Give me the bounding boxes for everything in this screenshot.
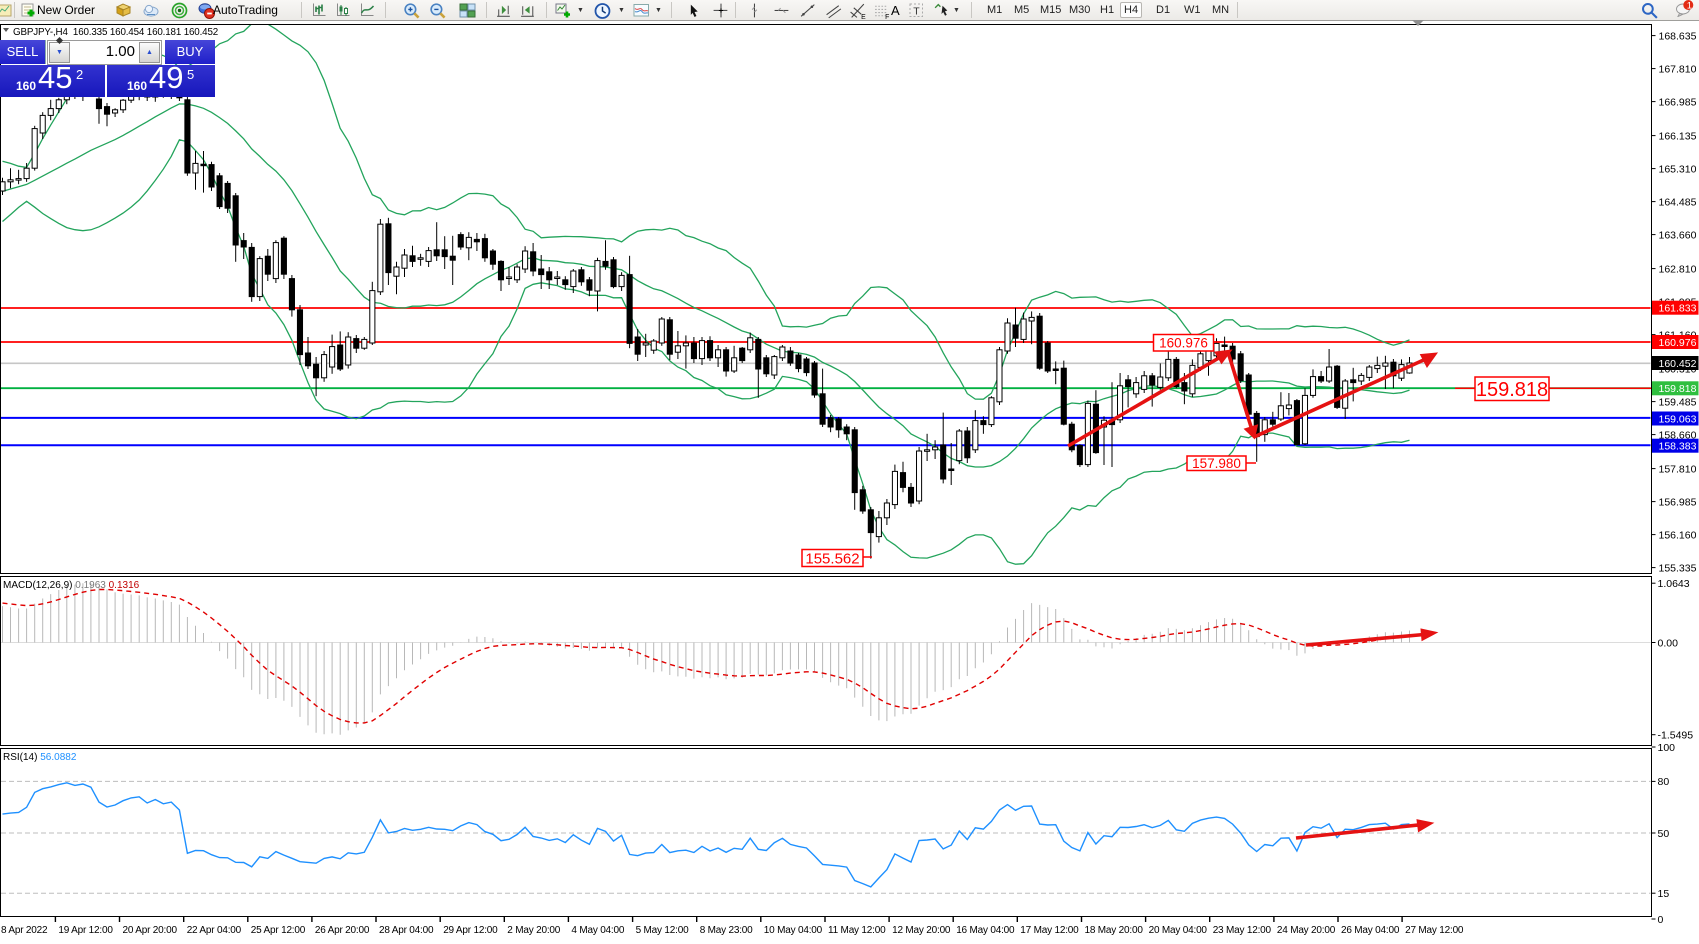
- svg-text:168.635: 168.635: [1659, 30, 1697, 42]
- svg-text:160.452: 160.452: [1659, 358, 1697, 370]
- svg-text:160.976: 160.976: [1659, 337, 1697, 349]
- svg-text:166.135: 166.135: [1659, 130, 1697, 142]
- svg-text:-1.5495: -1.5495: [1658, 730, 1694, 742]
- svg-text:157.810: 157.810: [1659, 463, 1697, 475]
- svg-text:27 May 12:00: 27 May 12:00: [1405, 925, 1464, 936]
- svg-text:159.063: 159.063: [1659, 413, 1697, 425]
- svg-text:159.818: 159.818: [1476, 379, 1548, 401]
- svg-text:100: 100: [1658, 742, 1676, 754]
- svg-text:20 Apr 20:00: 20 Apr 20:00: [123, 925, 178, 936]
- svg-text:156.160: 156.160: [1659, 529, 1697, 541]
- svg-text:MACD(12,26,9) 0.1963 0.1316: MACD(12,26,9) 0.1963 0.1316: [3, 580, 140, 591]
- svg-text:10 May 04:00: 10 May 04:00: [764, 925, 823, 936]
- svg-text:4 May 04:00: 4 May 04:00: [571, 925, 624, 936]
- svg-text:18 May 20:00: 18 May 20:00: [1085, 925, 1144, 936]
- svg-text:11 May 12:00: 11 May 12:00: [828, 925, 886, 936]
- svg-text:29 Apr 12:00: 29 Apr 12:00: [443, 925, 498, 936]
- svg-text:8 Apr 2022: 8 Apr 2022: [1, 925, 48, 936]
- svg-text:19 Apr 12:00: 19 Apr 12:00: [58, 925, 113, 936]
- svg-text:159.818: 159.818: [1659, 383, 1697, 395]
- svg-text:2 May 20:00: 2 May 20:00: [507, 925, 560, 936]
- svg-text:164.485: 164.485: [1659, 196, 1697, 208]
- svg-text:20 May 04:00: 20 May 04:00: [1149, 925, 1208, 936]
- svg-text:E: E: [861, 14, 866, 20]
- svg-text:8 May 23:00: 8 May 23:00: [700, 925, 753, 936]
- svg-text:12 May 20:00: 12 May 20:00: [892, 925, 951, 936]
- svg-text:155.335: 155.335: [1659, 562, 1697, 574]
- svg-text:1: 1: [1687, 1, 1692, 12]
- svg-text:0: 0: [1658, 914, 1664, 926]
- svg-text:GBPJPY-,H4 160.335 160.454 16: GBPJPY-,H4 160.335 160.454 160.181 160.4…: [13, 27, 218, 38]
- svg-text:166.985: 166.985: [1659, 96, 1697, 108]
- svg-text:167.810: 167.810: [1659, 63, 1697, 75]
- svg-text:28 Apr 04:00: 28 Apr 04:00: [379, 925, 434, 936]
- svg-text:160.976: 160.976: [1159, 336, 1208, 351]
- svg-text:80: 80: [1658, 776, 1670, 788]
- svg-text:26 Apr 20:00: 26 Apr 20:00: [315, 925, 370, 936]
- svg-text:1.0643: 1.0643: [1658, 578, 1690, 590]
- svg-text:50: 50: [1658, 828, 1670, 840]
- svg-text:155.562: 155.562: [805, 550, 859, 567]
- svg-text:RSI(14) 56.0882: RSI(14) 56.0882: [3, 752, 77, 763]
- svg-text:163.660: 163.660: [1659, 229, 1697, 241]
- svg-text:T: T: [913, 6, 920, 18]
- svg-text:24 May 20:00: 24 May 20:00: [1277, 925, 1336, 936]
- svg-text:16 May 04:00: 16 May 04:00: [956, 925, 1015, 936]
- svg-text:157.980: 157.980: [1192, 456, 1241, 471]
- svg-text:F: F: [885, 14, 889, 20]
- svg-text:5 May 12:00: 5 May 12:00: [636, 925, 689, 936]
- svg-text:158.660: 158.660: [1659, 429, 1697, 441]
- svg-text:159.485: 159.485: [1659, 396, 1697, 408]
- svg-text:17 May 12:00: 17 May 12:00: [1020, 925, 1079, 936]
- svg-text:23 May 12:00: 23 May 12:00: [1213, 925, 1272, 936]
- svg-text:25 Apr 12:00: 25 Apr 12:00: [251, 925, 306, 936]
- svg-text:26 May 04:00: 26 May 04:00: [1341, 925, 1400, 936]
- svg-text:0.00: 0.00: [1658, 637, 1679, 649]
- svg-text:161.833: 161.833: [1659, 303, 1697, 315]
- svg-text:162.810: 162.810: [1659, 263, 1697, 275]
- svg-text:165.310: 165.310: [1659, 163, 1697, 175]
- svg-text:156.985: 156.985: [1659, 496, 1697, 508]
- svg-text:158.383: 158.383: [1659, 441, 1697, 453]
- svg-text:22 Apr 04:00: 22 Apr 04:00: [187, 925, 242, 936]
- svg-text:15: 15: [1658, 888, 1670, 900]
